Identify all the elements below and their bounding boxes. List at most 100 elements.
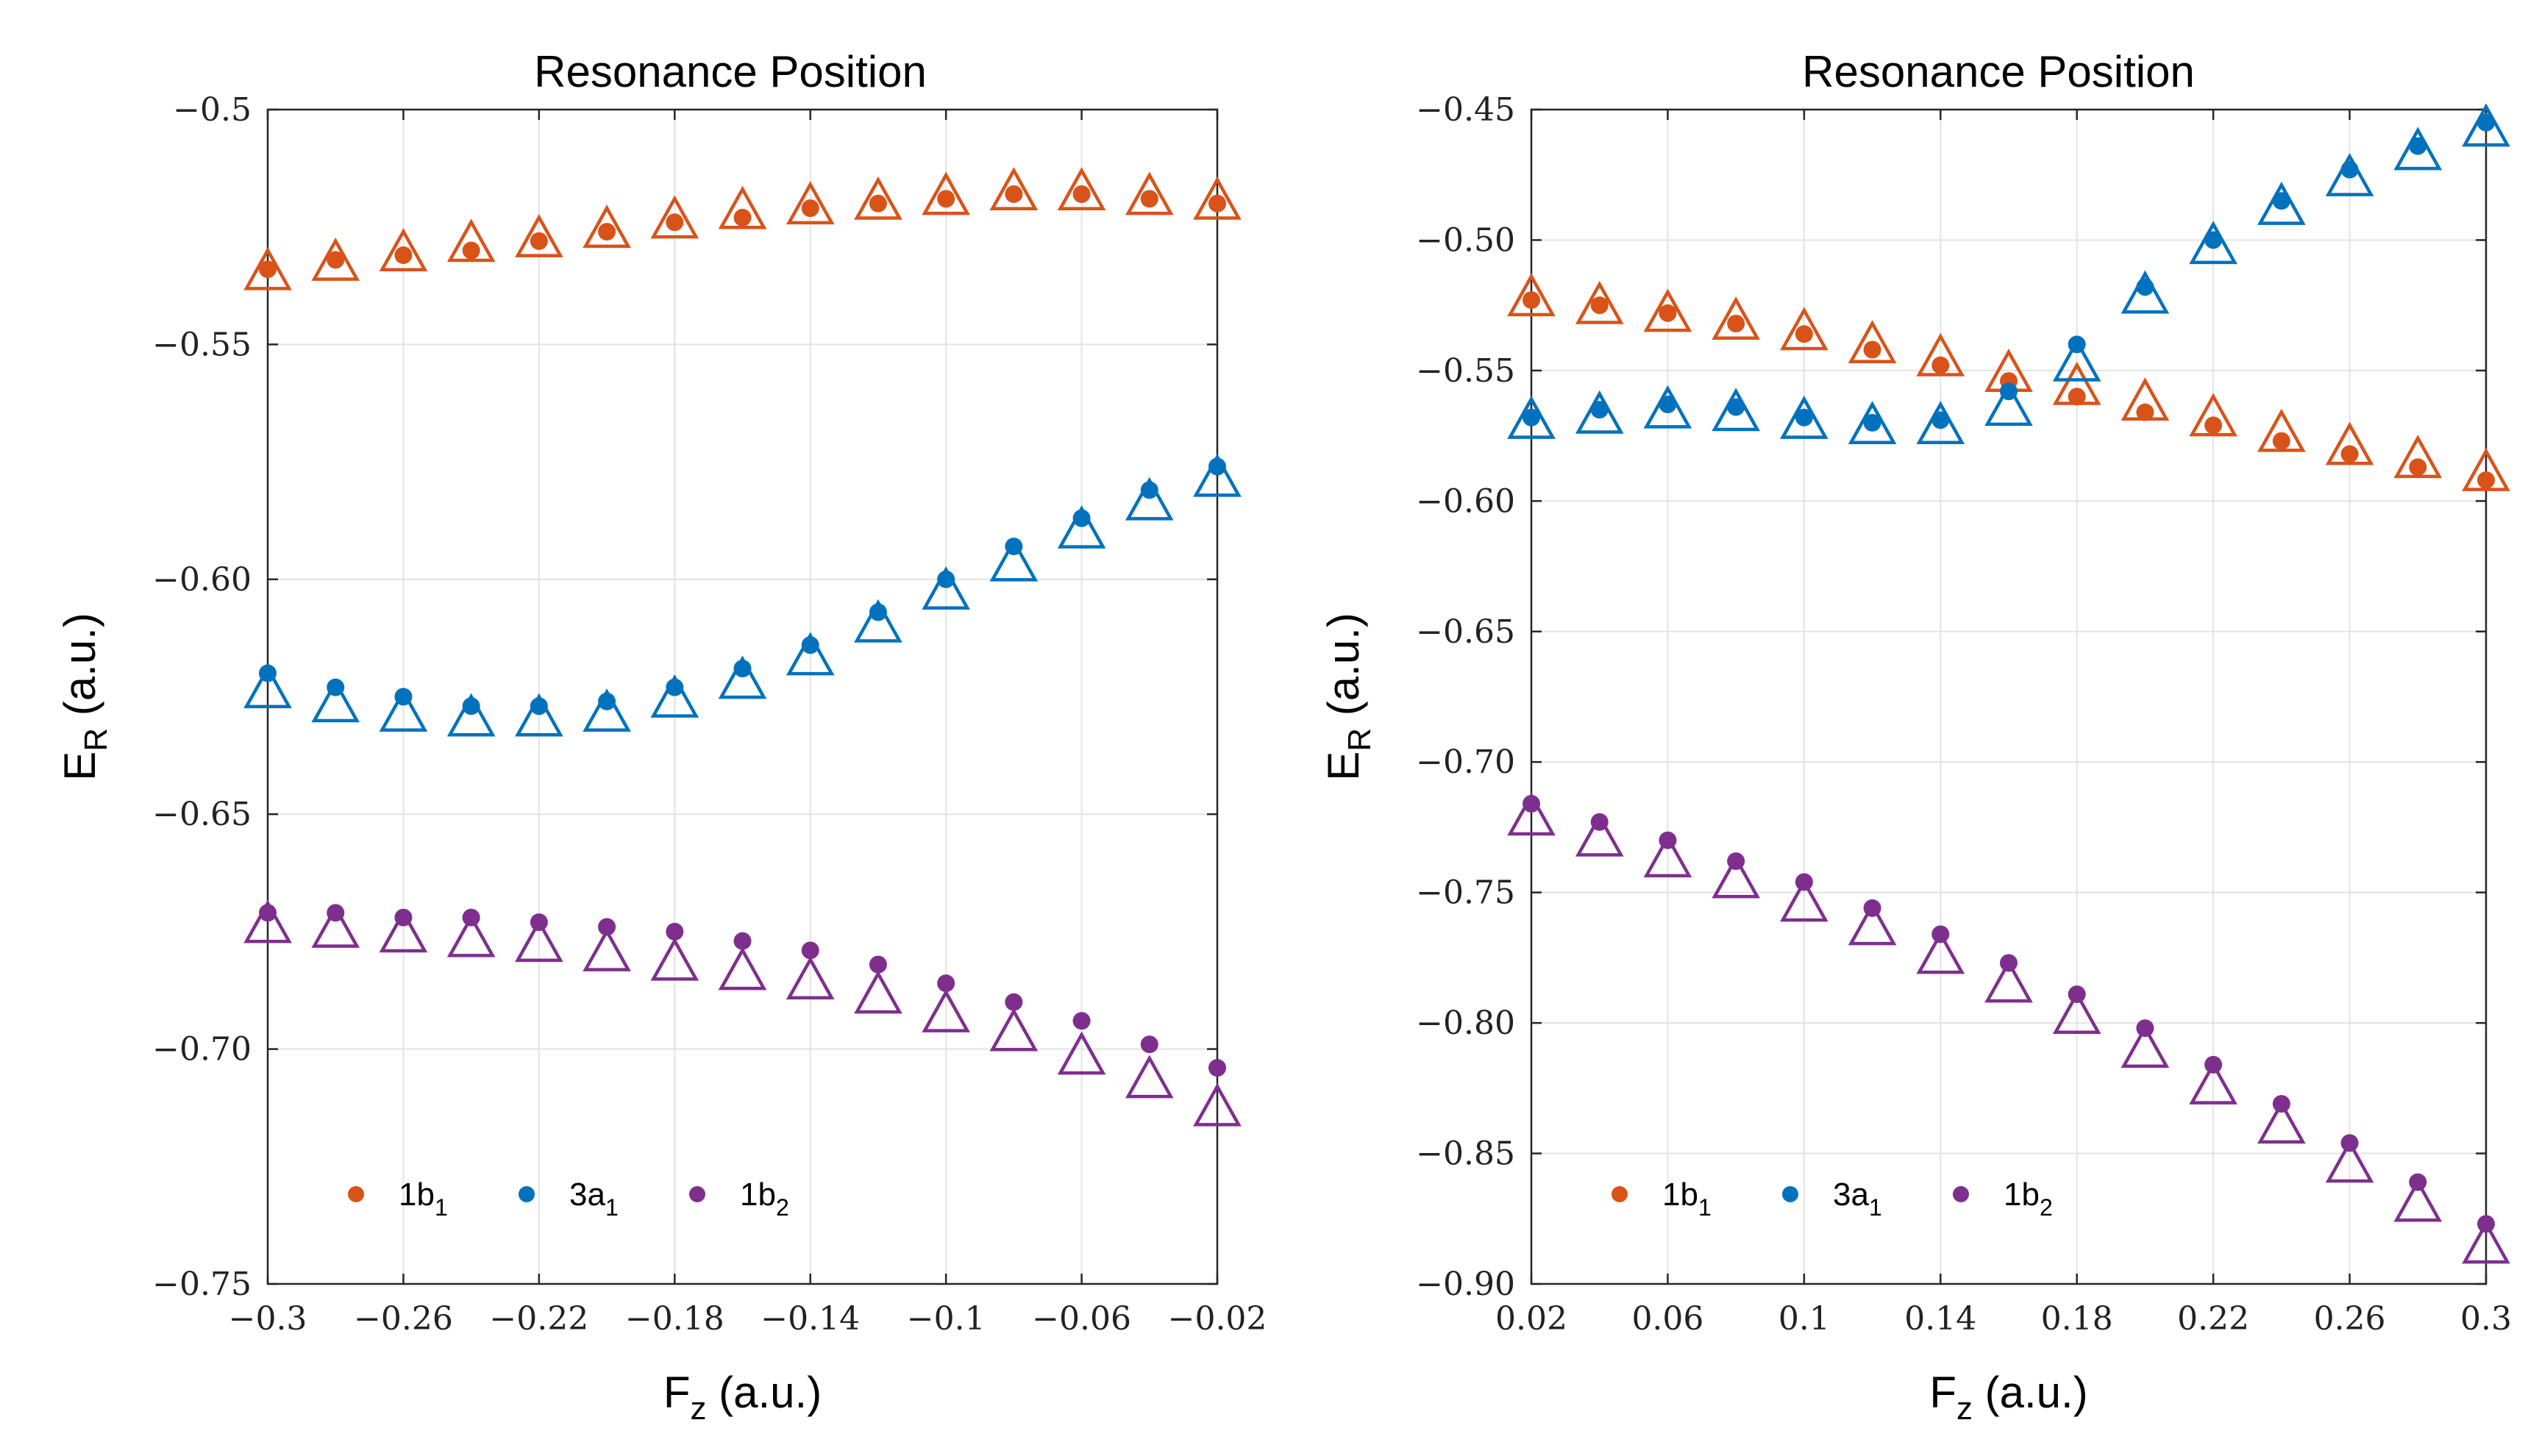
right-1b1-dot-marker [2477, 471, 2495, 489]
right-1b2-triangle-marker [2257, 1100, 2306, 1144]
right-3a1-dot-marker [2409, 137, 2427, 155]
right-y-tick-label: −0.45 [1416, 91, 1515, 129]
left-x-axis-label-rest: (a.u.) [706, 1368, 822, 1417]
left-x-tick-label: −0.14 [761, 1300, 860, 1338]
left-1b2-triangle-marker [446, 913, 496, 957]
right-1b1-dot-marker [1659, 304, 1677, 322]
right-1b2-triangle-marker [1507, 792, 1556, 836]
right-1b1-dot-marker [2136, 403, 2154, 421]
left-x-axis-label-sub: z [690, 1391, 706, 1427]
left-legend-label-sub: 1 [435, 1194, 448, 1221]
right-3a1-triangle-marker [2393, 126, 2443, 171]
right-1b2-dot-marker [2000, 954, 2018, 972]
right-legend-label-sub: 1 [1698, 1194, 1712, 1221]
right-y-tick-label: −0.50 [1416, 221, 1515, 259]
right-1b1-triangle-marker [2189, 393, 2237, 437]
left-3a1-dot-marker [530, 697, 548, 715]
right-x-axis-label-rest: (a.u.) [1973, 1368, 2088, 1417]
left-1b1-triangle-marker [243, 246, 292, 290]
right-3a1-dot-marker [2204, 231, 2223, 249]
right-3a1-dot-marker [2136, 278, 2154, 296]
right-1b2-triangle-marker [1780, 878, 1828, 922]
right-1b2-dot-marker [1590, 813, 1609, 831]
right-1b2-triangle-marker [2393, 1178, 2443, 1222]
right-1b2-dot-marker [2272, 1095, 2290, 1113]
left-1b2-triangle-marker [922, 989, 970, 1032]
left-3a1-dot-marker [666, 678, 684, 696]
left-legend-label-main: 3a [569, 1177, 605, 1213]
left-y-tick-label: −0.75 [152, 1266, 252, 1303]
left-3a1-dot-marker [937, 570, 955, 588]
left-1b1-triangle-marker [718, 185, 767, 229]
right-1b2-dot-marker [1931, 925, 1950, 943]
left-1b1-dot-marker [937, 190, 955, 208]
right-chart-title: Resonance Position [1802, 47, 2195, 96]
right-x-axis-label-main: F [1929, 1368, 1956, 1417]
left-1b2-dot-marker [462, 908, 480, 927]
left-1b2-dot-marker [530, 913, 548, 932]
left-axes-box [266, 108, 1219, 1285]
right-1b1-dot-marker [2340, 445, 2359, 463]
right-3a1-triangle-marker [2325, 152, 2374, 196]
right-x-tick-label: 0.3 [2460, 1300, 2512, 1338]
left-1b1-dot-marker [394, 246, 413, 265]
right-3a1-dot-marker [1727, 398, 1745, 416]
right-1b2-dot-marker [1727, 852, 1745, 871]
right-1b2-dot-marker [2409, 1173, 2427, 1191]
left-3a1-triangle-marker [650, 674, 699, 718]
left-1b1-dot-marker [327, 251, 345, 269]
left-1b2-triangle-marker [718, 946, 767, 991]
left-3a1-triangle-marker [786, 632, 835, 676]
left-legend-label-1b1: 1b1 [399, 1177, 448, 1221]
left-1b1-triangle-marker [446, 218, 496, 263]
right-legend-label-1b1: 1b1 [1662, 1177, 1712, 1221]
left-3a1-triangle-marker [1193, 453, 1242, 497]
left-1b1-dot-marker [259, 260, 277, 279]
left-y-tick-label: −0.65 [152, 796, 252, 833]
left-1b2-dot-marker [1140, 1035, 1158, 1054]
right-1b1-triangle-marker [1575, 280, 1624, 324]
left-1b1-dot-marker [530, 232, 548, 250]
left-legend-label-sub: 2 [776, 1194, 789, 1221]
right-1b1-dot-marker [1727, 315, 1745, 333]
right-1b2-dot-marker [1659, 831, 1677, 849]
right-3a1-dot-marker [2477, 113, 2495, 132]
left-1b2-dot-marker [801, 941, 819, 960]
right-1b2-triangle-marker [1712, 854, 1760, 899]
left-1b2-dot-marker [733, 932, 752, 950]
right-legend-label-1b2: 1b2 [2004, 1177, 2053, 1221]
right-1b2-dot-marker [1863, 899, 1881, 917]
left-1b2-triangle-marker [1125, 1054, 1174, 1099]
right-y-tick-label: −0.90 [1416, 1266, 1515, 1303]
right-legend-label-main: 1b [1662, 1177, 1698, 1213]
right-y-axis-label-sub: R [1342, 728, 1378, 752]
left-1b2-triangle-marker [515, 918, 563, 963]
right-1b1-triangle-marker [1507, 273, 1556, 317]
right-1b1-dot-marker [1795, 325, 1813, 343]
right-x-tick-label: 0.02 [1495, 1300, 1567, 1338]
left-3a1-dot-marker [598, 692, 616, 710]
right-3a1-dot-marker [2272, 192, 2290, 210]
right-1b2-triangle-marker [2052, 991, 2101, 1035]
left-1b1-triangle-marker [854, 176, 902, 220]
left-legend-label-1b2: 1b2 [740, 1177, 789, 1221]
right-y-tick-label: −0.75 [1416, 874, 1515, 912]
right-1b2-dot-marker [2136, 1019, 2154, 1038]
right-legend-label-3a1: 3a1 [1833, 1177, 1882, 1221]
left-1b1-triangle-marker [1125, 171, 1174, 215]
left-y-tick-label: −0.55 [152, 326, 252, 363]
right-1b2-dot-marker [1523, 795, 1540, 813]
left-3a1-triangle-marker [718, 655, 767, 699]
left-y-tick-label: −0.5 [173, 91, 252, 129]
left-3a1-dot-marker [259, 664, 277, 682]
right-x-tick-label: 0.18 [2041, 1300, 2113, 1338]
left-1b1-triangle-marker [583, 204, 631, 249]
right-y-tick-label: −0.60 [1416, 482, 1515, 520]
right-1b2-dot-marker [2477, 1215, 2495, 1233]
right-1b1-dot-marker [1863, 340, 1881, 359]
left-1b2-triangle-marker [583, 927, 631, 971]
left-3a1-dot-marker [1005, 538, 1023, 556]
right-y-tick-label: −0.80 [1416, 1004, 1515, 1042]
right-y-axis-label: ER (a.u.) [1319, 613, 1378, 781]
right-1b2-triangle-marker [1984, 959, 2033, 1003]
